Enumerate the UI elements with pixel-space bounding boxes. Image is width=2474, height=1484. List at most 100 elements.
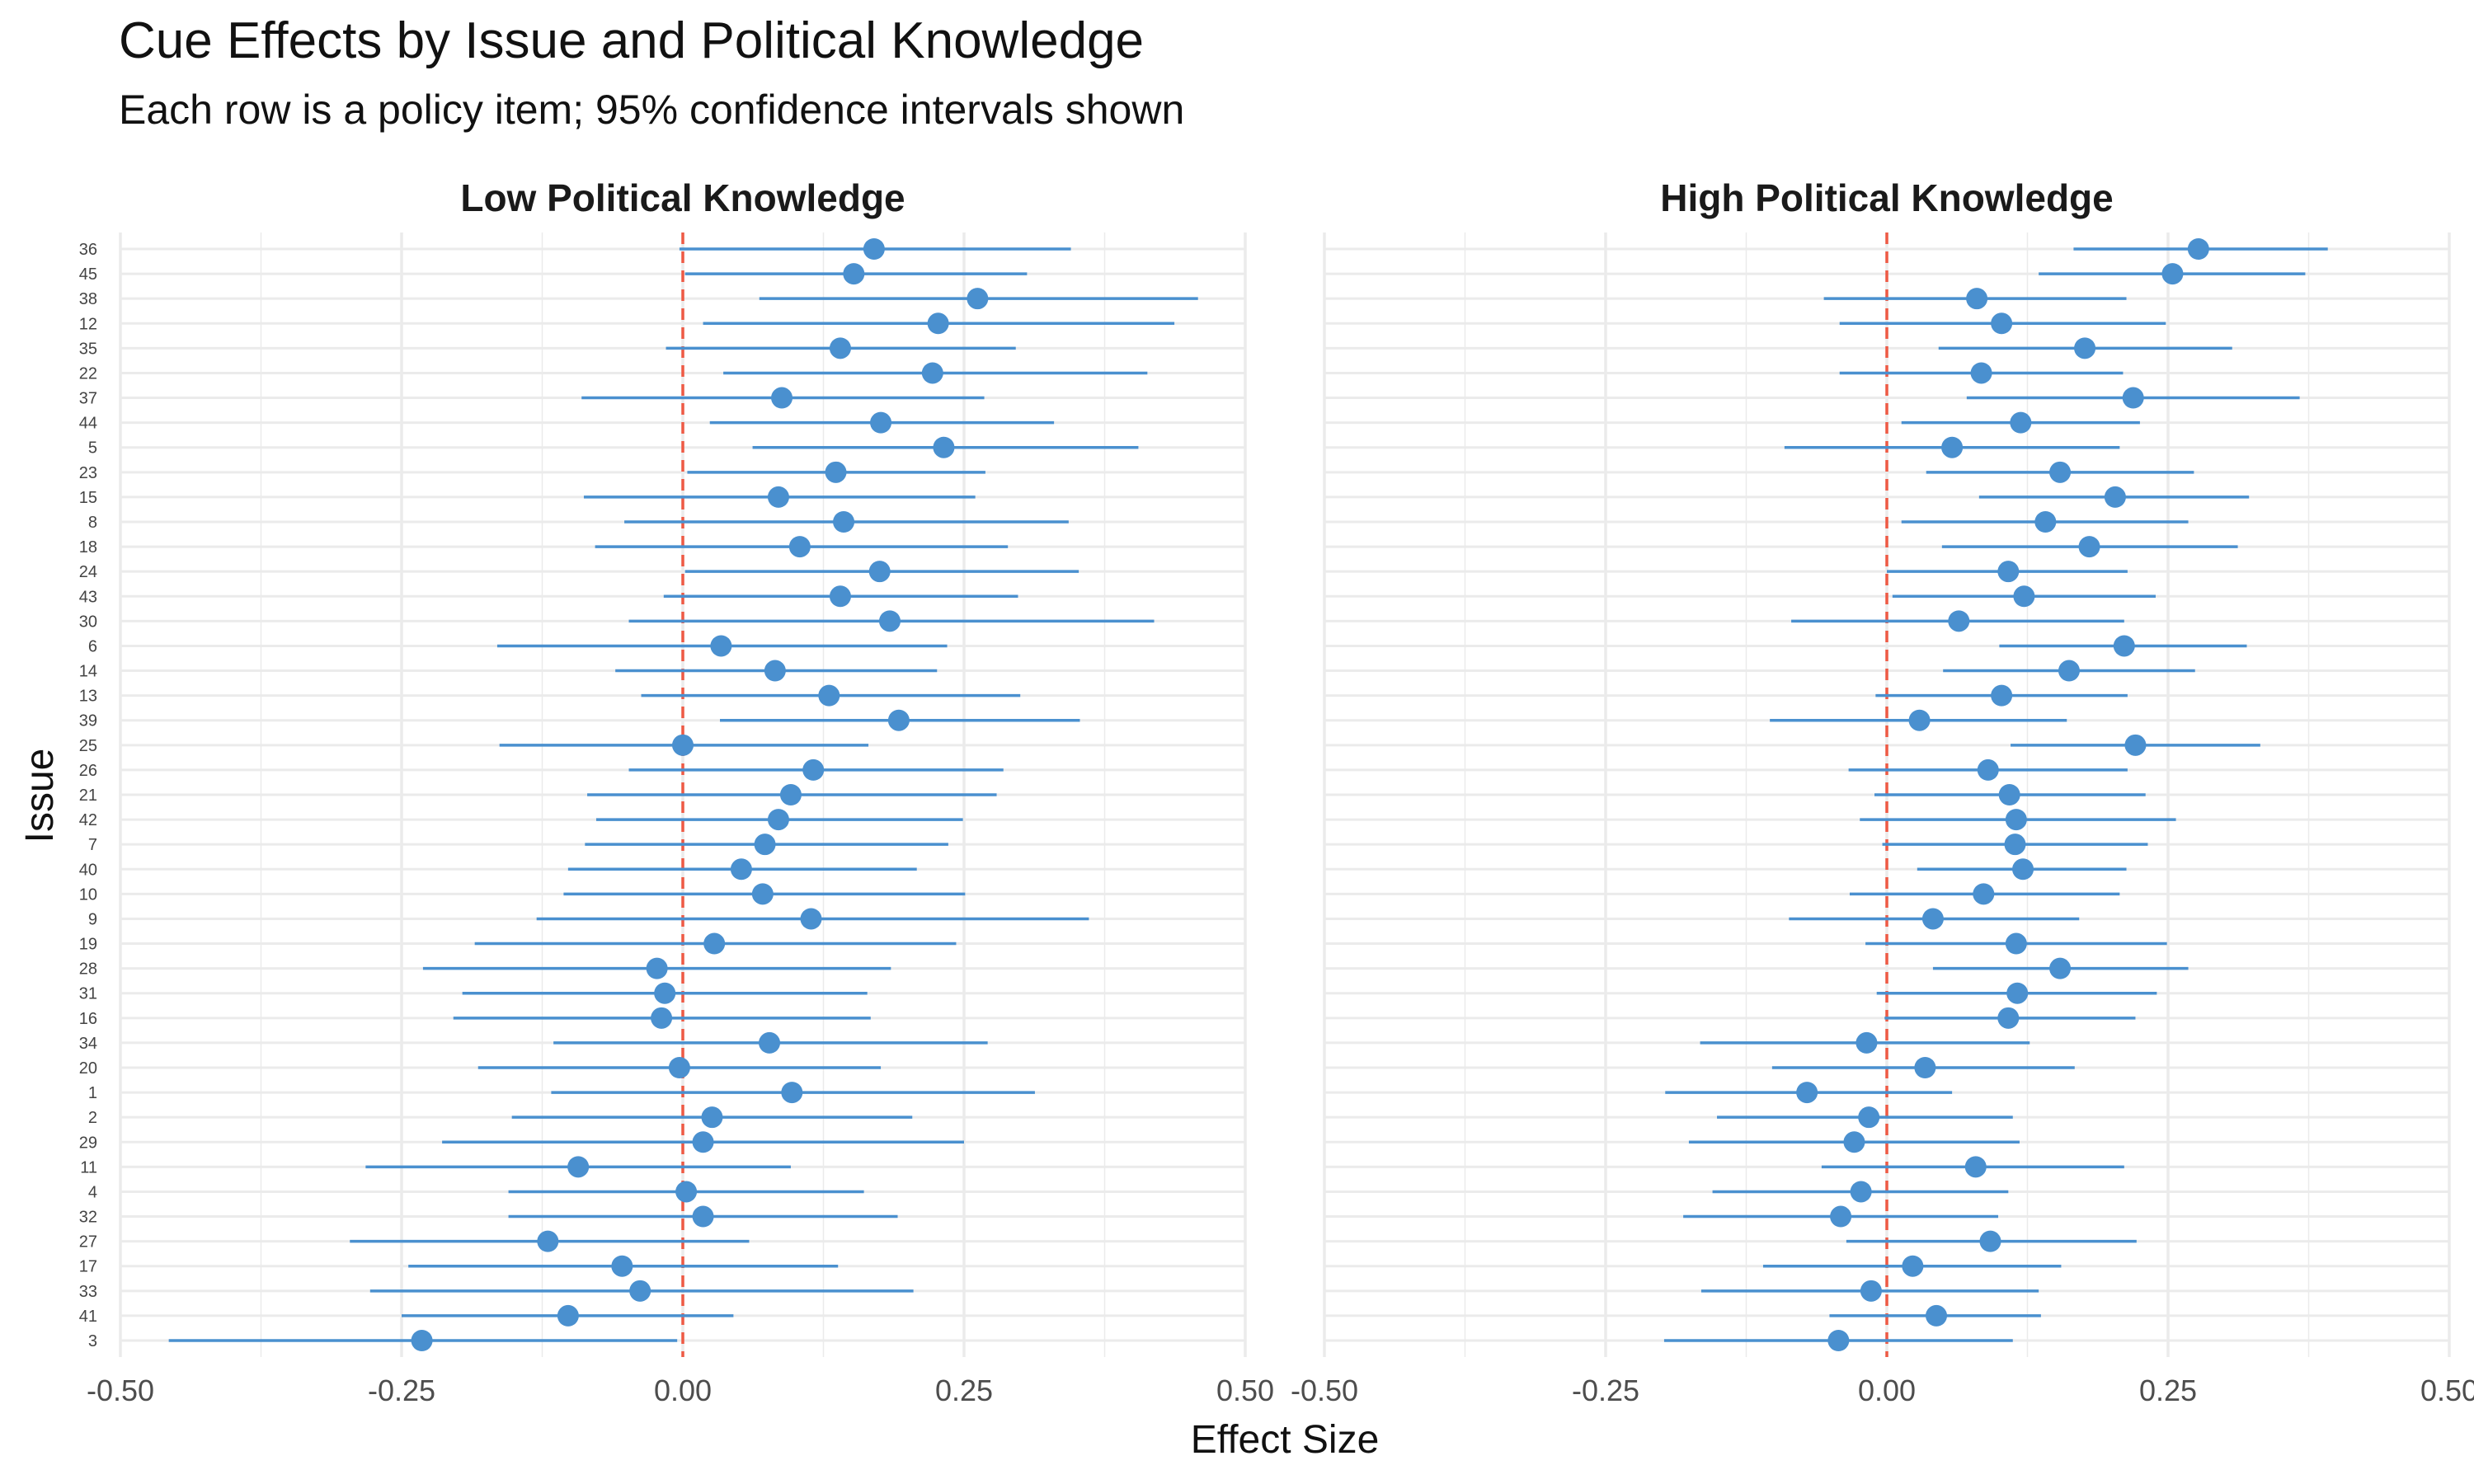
point-estimate	[2005, 932, 2027, 955]
x-tick-label: -0.25	[368, 1374, 435, 1407]
point-estimate	[2012, 858, 2034, 881]
y-tick-label: 8	[88, 514, 97, 532]
point-estimate	[2058, 660, 2080, 682]
x-tick-label: -0.50	[87, 1374, 154, 1407]
point-estimate	[2078, 536, 2100, 558]
point-estimate	[759, 1031, 781, 1054]
point-estimate	[2005, 809, 2027, 831]
chart-title: Cue Effects by Issue and Political Knowl…	[119, 12, 1145, 69]
y-tick-label: 29	[79, 1134, 97, 1152]
point-estimate	[611, 1255, 633, 1277]
point-estimate	[1977, 758, 1999, 781]
x-tick-label: 0.25	[935, 1374, 993, 1407]
point-estimate	[1856, 1031, 1878, 1054]
point-estimate	[2049, 461, 2072, 483]
point-estimate	[1948, 610, 1970, 632]
y-tick-label: 34	[79, 1035, 97, 1053]
point-estimate	[781, 1082, 803, 1104]
point-estimate	[754, 834, 776, 856]
chart-subtitle: Each row is a policy item; 95% confidenc…	[119, 87, 1185, 133]
y-tick-label: 39	[79, 712, 97, 730]
y-axis-title: Issue	[18, 749, 62, 843]
point-estimate	[863, 238, 885, 260]
point-estimate	[646, 957, 668, 979]
panel-low-knowledge: Low Political Knowledge36453812352237445…	[79, 176, 1274, 1407]
y-tick-label: 41	[79, 1308, 97, 1326]
point-estimate	[1998, 784, 2020, 805]
y-tick-label: 45	[79, 265, 97, 284]
point-estimate	[629, 1280, 651, 1302]
point-estimate	[2004, 834, 2026, 856]
panel-title: Low Political Knowledge	[460, 176, 905, 219]
point-estimate	[2049, 957, 2072, 979]
y-tick-label: 19	[79, 936, 97, 954]
point-estimate	[933, 436, 955, 458]
x-axis-title: Effect Size	[1191, 1418, 1380, 1462]
point-estimate	[1973, 883, 1995, 905]
x-tick-label: 0.50	[1216, 1374, 1274, 1407]
point-estimate	[818, 684, 840, 707]
y-tick-label: 6	[88, 637, 97, 655]
y-tick-label: 7	[88, 836, 97, 854]
y-tick-label: 15	[79, 489, 97, 507]
point-estimate	[751, 883, 774, 905]
point-estimate	[1997, 1007, 2020, 1029]
y-tick-label: 26	[79, 762, 97, 780]
y-tick-label: 10	[79, 885, 97, 904]
point-estimate	[2187, 238, 2209, 260]
y-tick-label: 21	[79, 787, 97, 805]
y-tick-label: 23	[79, 464, 97, 482]
point-estimate	[672, 734, 694, 756]
y-tick-label: 3	[88, 1332, 97, 1350]
point-estimate	[2113, 635, 2135, 657]
x-tick-label: 0.50	[2420, 1374, 2474, 1407]
point-estimate	[2010, 411, 2032, 434]
point-estimate	[868, 561, 891, 583]
panel-high-knowledge: High Political Knowledge -0.50 -0.25 0.00 0.…	[1291, 176, 2474, 1407]
point-estimate	[675, 1181, 698, 1203]
point-estimate	[1997, 561, 2020, 583]
point-estimate	[927, 312, 949, 335]
point-estimate	[843, 263, 865, 285]
y-tick-label: 44	[79, 415, 97, 433]
point-estimate	[411, 1330, 433, 1351]
point-estimate	[537, 1230, 559, 1252]
y-tick-label: 16	[79, 1010, 97, 1028]
point-estimate	[2074, 337, 2096, 359]
point-estimate	[764, 660, 786, 682]
point-estimate	[1979, 1230, 2001, 1252]
point-estimate	[730, 858, 752, 881]
point-estimate	[1921, 908, 1944, 930]
point-estimate	[771, 387, 793, 409]
point-estimate	[1843, 1131, 1865, 1153]
y-tick-label: 40	[79, 861, 97, 879]
point-estimate	[802, 758, 825, 781]
point-estimate	[710, 635, 732, 657]
point-estimate	[1908, 709, 1931, 731]
point-estimate	[1926, 1304, 1948, 1327]
y-tick-label: 12	[79, 315, 97, 333]
point-estimate	[1850, 1181, 1872, 1203]
y-tick-label: 38	[79, 290, 97, 308]
y-tick-label: 2	[88, 1109, 97, 1127]
point-estimate	[1914, 1057, 1936, 1078]
point-estimate	[829, 337, 851, 359]
y-tick-label: 43	[79, 588, 97, 606]
point-estimate	[1941, 436, 1964, 458]
point-estimate	[2034, 511, 2057, 533]
y-tick-label: 13	[79, 688, 97, 706]
point-estimate	[800, 908, 822, 930]
y-tick-label: 5	[88, 439, 97, 458]
point-estimate	[788, 536, 811, 558]
point-estimate	[668, 1057, 690, 1078]
point-estimate	[2161, 263, 2184, 285]
point-estimate	[833, 511, 855, 533]
x-tick-label: 0.25	[2139, 1374, 2197, 1407]
y-tick-label: 1	[88, 1084, 97, 1102]
y-tick-label: 18	[79, 538, 97, 556]
point-estimate	[878, 610, 901, 632]
y-tick-label: 32	[79, 1209, 97, 1227]
point-estimate	[2013, 585, 2035, 608]
point-estimate	[887, 709, 910, 731]
